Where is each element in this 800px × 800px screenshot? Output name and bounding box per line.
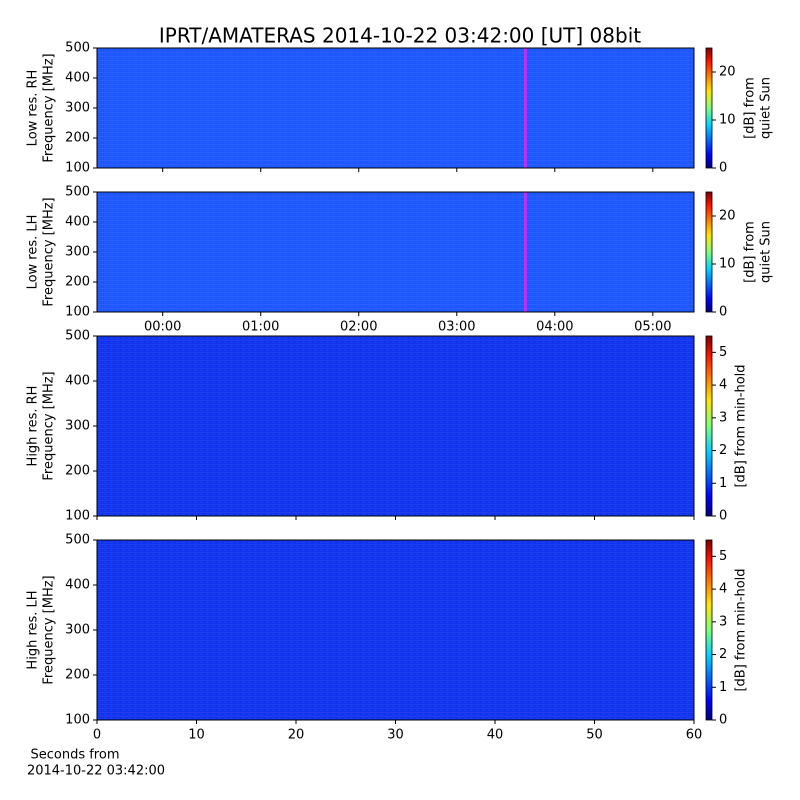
y-axis-label: Low res. LH [26,215,41,290]
figure-title: IPRT/AMATERAS 2014-10-22 03:42:00 [UT] 0… [159,24,641,48]
y-tick-label: 500 [65,41,90,56]
y-tick-label: 200 [65,464,90,479]
colorbar-tick-label: 5 [719,549,727,564]
spectrogram-texture [97,540,694,720]
colorbar-label: [dB] from [743,221,758,283]
colorbar-tick-label: 0 [719,305,727,320]
y-tick-label: 500 [65,329,90,344]
y-axis-label: Frequency [MHz] [42,371,57,480]
x-tick-label: 01:00 [242,320,279,335]
y-tick-label: 400 [65,578,90,593]
x-tick-label: 50 [586,728,603,743]
y-axis-label: High res. LH [26,590,41,669]
colorbar [705,191,713,313]
y-tick-label: 300 [65,419,90,434]
colorbar [705,539,713,721]
colorbar [705,335,713,517]
y-axis-label: Frequency [MHz] [42,197,57,306]
y-tick-label: 400 [65,71,90,86]
y-tick-label: 100 [65,305,90,320]
colorbar-label: quiet Sun [759,221,774,283]
colorbar-tick-label: 1 [719,476,727,491]
colorbar-tick-label: 0 [719,713,727,728]
x-tick-label: 10 [188,728,205,743]
y-tick-label: 400 [65,215,90,230]
x-tick-label: 30 [387,728,404,743]
colorbar-tick-label: 20 [719,65,736,80]
y-axis-label: High res. RH [26,386,41,467]
colorbar-label: [dB] from min-hold [734,568,749,691]
x-tick-label: 20 [288,728,305,743]
y-tick-label: 100 [65,713,90,728]
x-tick-label: 00:00 [144,320,181,335]
y-tick-label: 200 [65,131,90,146]
y-tick-label: 200 [65,668,90,683]
y-tick-label: 400 [65,374,90,389]
y-tick-label: 500 [65,533,90,548]
y-tick-label: 100 [65,509,90,524]
colorbar-tick-label: 2 [719,443,727,458]
y-axis-label: Low res. RH [26,70,41,147]
colorbar-label: quiet Sun [759,77,774,139]
colorbar-tick-label: 3 [719,614,727,629]
x-axis-label: 2014-10-22 03:42:00 [27,764,165,779]
colorbar-tick-label: 0 [719,509,727,524]
spectrogram-texture [97,336,694,516]
x-tick-label: 02:00 [340,320,377,335]
colorbar-tick-label: 10 [719,257,736,272]
y-axis-label: Frequency [MHz] [42,53,57,162]
colorbar-tick-label: 1 [719,680,727,695]
colorbar-tick-label: 0 [719,161,727,176]
y-tick-label: 300 [65,623,90,638]
colorbar-label: [dB] from [743,77,758,139]
x-tick-label: 05:00 [634,320,671,335]
x-tick-label: 04:00 [536,320,573,335]
colorbar-tick-label: 10 [719,113,736,128]
y-tick-label: 200 [65,275,90,290]
colorbar-tick-label: 4 [719,378,727,393]
x-axis-label: Seconds from [30,748,119,763]
spectrogram-texture [97,48,694,168]
colorbar-tick-label: 4 [719,582,727,597]
x-tick-label: 60 [686,728,703,743]
colorbar-tick-label: 5 [719,345,727,360]
colorbar [705,47,713,169]
spectrogram-texture [97,192,694,312]
y-tick-label: 500 [65,185,90,200]
x-tick-label: 03:00 [438,320,475,335]
x-tick-label: 0 [93,728,101,743]
x-tick-label: 40 [487,728,504,743]
y-tick-label: 100 [65,161,90,176]
colorbar-tick-label: 2 [719,647,727,662]
colorbar-label: [dB] from min-hold [734,364,749,487]
y-tick-label: 300 [65,245,90,260]
y-axis-label: Frequency [MHz] [42,575,57,684]
colorbar-tick-label: 3 [719,410,727,425]
y-tick-label: 300 [65,101,90,116]
colorbar-tick-label: 20 [719,209,736,224]
